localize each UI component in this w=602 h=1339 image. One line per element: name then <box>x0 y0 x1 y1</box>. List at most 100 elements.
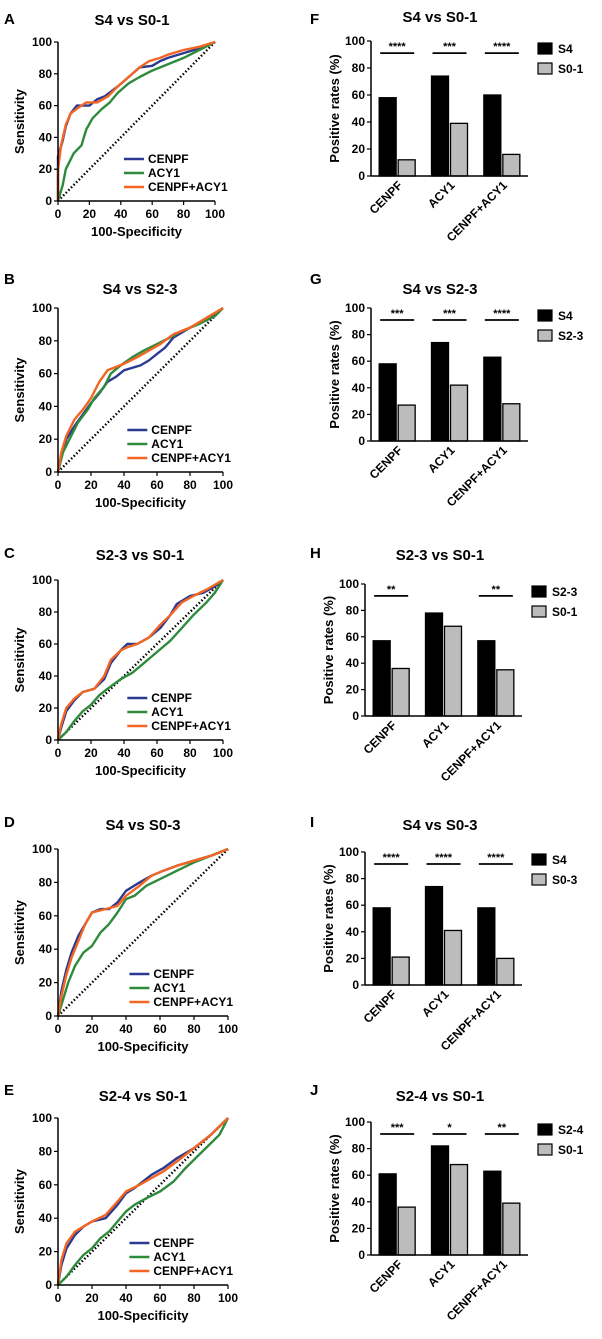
reference-diagonal <box>57 579 224 741</box>
x-tick-label: 40 <box>117 746 131 760</box>
legend-label: S4 <box>552 853 567 867</box>
y-tick-label: 0 <box>45 1009 52 1023</box>
significance-label: *** <box>443 41 457 53</box>
bar-s0-1-cenpf <box>397 159 416 177</box>
y-tick-label: 100 <box>32 1111 52 1125</box>
panel-i: I S4 vs S0-3****CENPF****ACY1****CENPF+AC… <box>310 814 578 1053</box>
panel-d: D S4 vs S0-3 0 20 40 60 80 100 0 20 40 60 80 100 100-S… <box>4 814 238 1054</box>
chart-title: S2-3 vs S0-1 <box>396 547 484 564</box>
x-tick-label: 0 <box>55 478 62 492</box>
y-tick-label: 20 <box>352 142 366 156</box>
x-tick-label: 80 <box>183 746 197 760</box>
y-tick-label: 80 <box>346 603 360 617</box>
y-tick-label: 0 <box>352 709 359 723</box>
legend-label: ACY1 <box>151 437 183 451</box>
panel-e: E S2-4 vs S0-1 0 20 40 60 80 100 0 20 40 60 80 100 100… <box>4 1082 238 1323</box>
y-tick-label: 20 <box>39 162 53 176</box>
y-tick-label: 0 <box>45 1278 52 1292</box>
x-tick-label: 40 <box>119 1022 133 1036</box>
legend-label: S4 <box>558 42 573 56</box>
x-axis-label: 100-Specificity <box>97 1039 189 1054</box>
y-tick-label: 100 <box>345 34 365 48</box>
bar-s2-3-cenpf <box>372 640 391 717</box>
legend-label: S2-3 <box>558 329 584 343</box>
roc-curve-cenpf-plus-acy1 <box>56 578 224 741</box>
y-axis-label: Positive rates (%) <box>321 596 336 704</box>
x-tick-label: 60 <box>146 207 160 221</box>
bar-s4-cenpf <box>378 97 397 177</box>
y-tick-label: 80 <box>352 328 366 342</box>
legend-label: CENPF <box>151 691 192 705</box>
x-axis-label: 100-Specificity <box>95 763 187 778</box>
bar-s4-acy1 <box>424 885 444 986</box>
bar-s0-1-acy1 <box>449 122 469 177</box>
x-tick-label: 60 <box>153 1022 167 1036</box>
y-tick-label: 80 <box>39 334 53 348</box>
panel-g: GS4 vs S2-3***CENPF***ACY1****CENPF+ACY1… <box>310 271 584 509</box>
legend-label: S0-1 <box>558 62 584 76</box>
bar-s2-3-cenpf-plus-acy1 <box>502 403 521 442</box>
y-tick-label: 100 <box>339 577 359 591</box>
y-tick-label: 80 <box>352 1142 366 1156</box>
legend-label: CENPF <box>153 967 194 981</box>
x-tick-label: 40 <box>119 1291 133 1305</box>
x-tick-label: 100 <box>205 207 225 221</box>
x-tick-label: 40 <box>114 207 128 221</box>
y-tick-label: 80 <box>39 67 53 81</box>
x-tick-label: 20 <box>85 1022 99 1036</box>
x-axis-label: 100-Specificity <box>97 1308 189 1323</box>
legend-label: CENPF <box>148 152 189 166</box>
y-tick-label: 0 <box>358 1248 365 1262</box>
roc-curve-cenpf-plus-acy1 <box>56 847 229 1017</box>
y-tick-label: 40 <box>39 942 53 956</box>
significance-label: **** <box>487 852 505 864</box>
x-tick-label: 0 <box>55 746 62 760</box>
bar-s2-3-cenpf <box>397 404 416 442</box>
significance-label: **** <box>435 852 453 864</box>
roc-curve-cenpf-plus-acy1 <box>56 1117 229 1286</box>
y-tick-label: 0 <box>45 465 52 479</box>
y-tick-label: 60 <box>39 909 53 923</box>
significance-label: * <box>447 1122 452 1134</box>
y-tick-label: 60 <box>39 367 53 381</box>
legend-label: CENPF+ACY1 <box>151 451 231 465</box>
chart-title: S2-4 vs S0-1 <box>396 1088 484 1105</box>
y-tick-label: 40 <box>352 381 366 395</box>
reference-diagonal <box>57 848 229 1017</box>
panel-letter: E <box>4 1082 14 1099</box>
bar-s4-acy1 <box>430 75 450 177</box>
panel-b: B S4 vs S2-3 0 20 40 60 80 100 0 20 40 60 80 100 100-S… <box>4 271 233 510</box>
roc-curve-cenpf-plus-acy1 <box>56 40 216 201</box>
panel-letter: D <box>4 814 15 831</box>
bar-s0-1-acy1 <box>449 1163 469 1256</box>
x-tick-label: 0 <box>55 1291 62 1305</box>
y-tick-label: 60 <box>39 99 53 113</box>
legend-swatch <box>531 873 547 886</box>
y-tick-label: 20 <box>346 683 360 697</box>
legend-label: S0-1 <box>558 1143 584 1157</box>
y-axis-label: Positive rates (%) <box>327 1134 342 1242</box>
y-tick-label: 40 <box>352 115 366 129</box>
legend-swatch <box>537 329 553 342</box>
y-tick-label: 60 <box>346 898 360 912</box>
y-tick-label: 100 <box>32 573 52 587</box>
x-tick-label: 60 <box>150 746 164 760</box>
chart-title: S4 vs S0-3 <box>402 817 477 834</box>
bar-s4-cenpf-plus-acy1 <box>483 356 502 442</box>
significance-label: **** <box>493 308 511 320</box>
x-tick-label: 100 <box>213 478 233 492</box>
chart-title: S4 vs S2-3 <box>102 281 177 298</box>
bar-s2-3-cenpf-plus-acy1 <box>477 640 496 717</box>
roc-curve-cenpf-plus-acy1 <box>56 306 224 473</box>
y-axis-label: Sensitivity <box>12 88 27 154</box>
y-tick-label: 60 <box>352 1168 366 1182</box>
bar-s0-1-cenpf <box>391 667 410 717</box>
panel-letter: I <box>310 814 314 831</box>
x-tick-label: 100 <box>213 746 233 760</box>
y-tick-label: 60 <box>352 88 366 102</box>
y-tick-label: 0 <box>358 169 365 183</box>
panel-letter: F <box>310 11 319 28</box>
y-axis-label: Sensitivity <box>12 627 27 693</box>
y-tick-label: 40 <box>346 925 360 939</box>
